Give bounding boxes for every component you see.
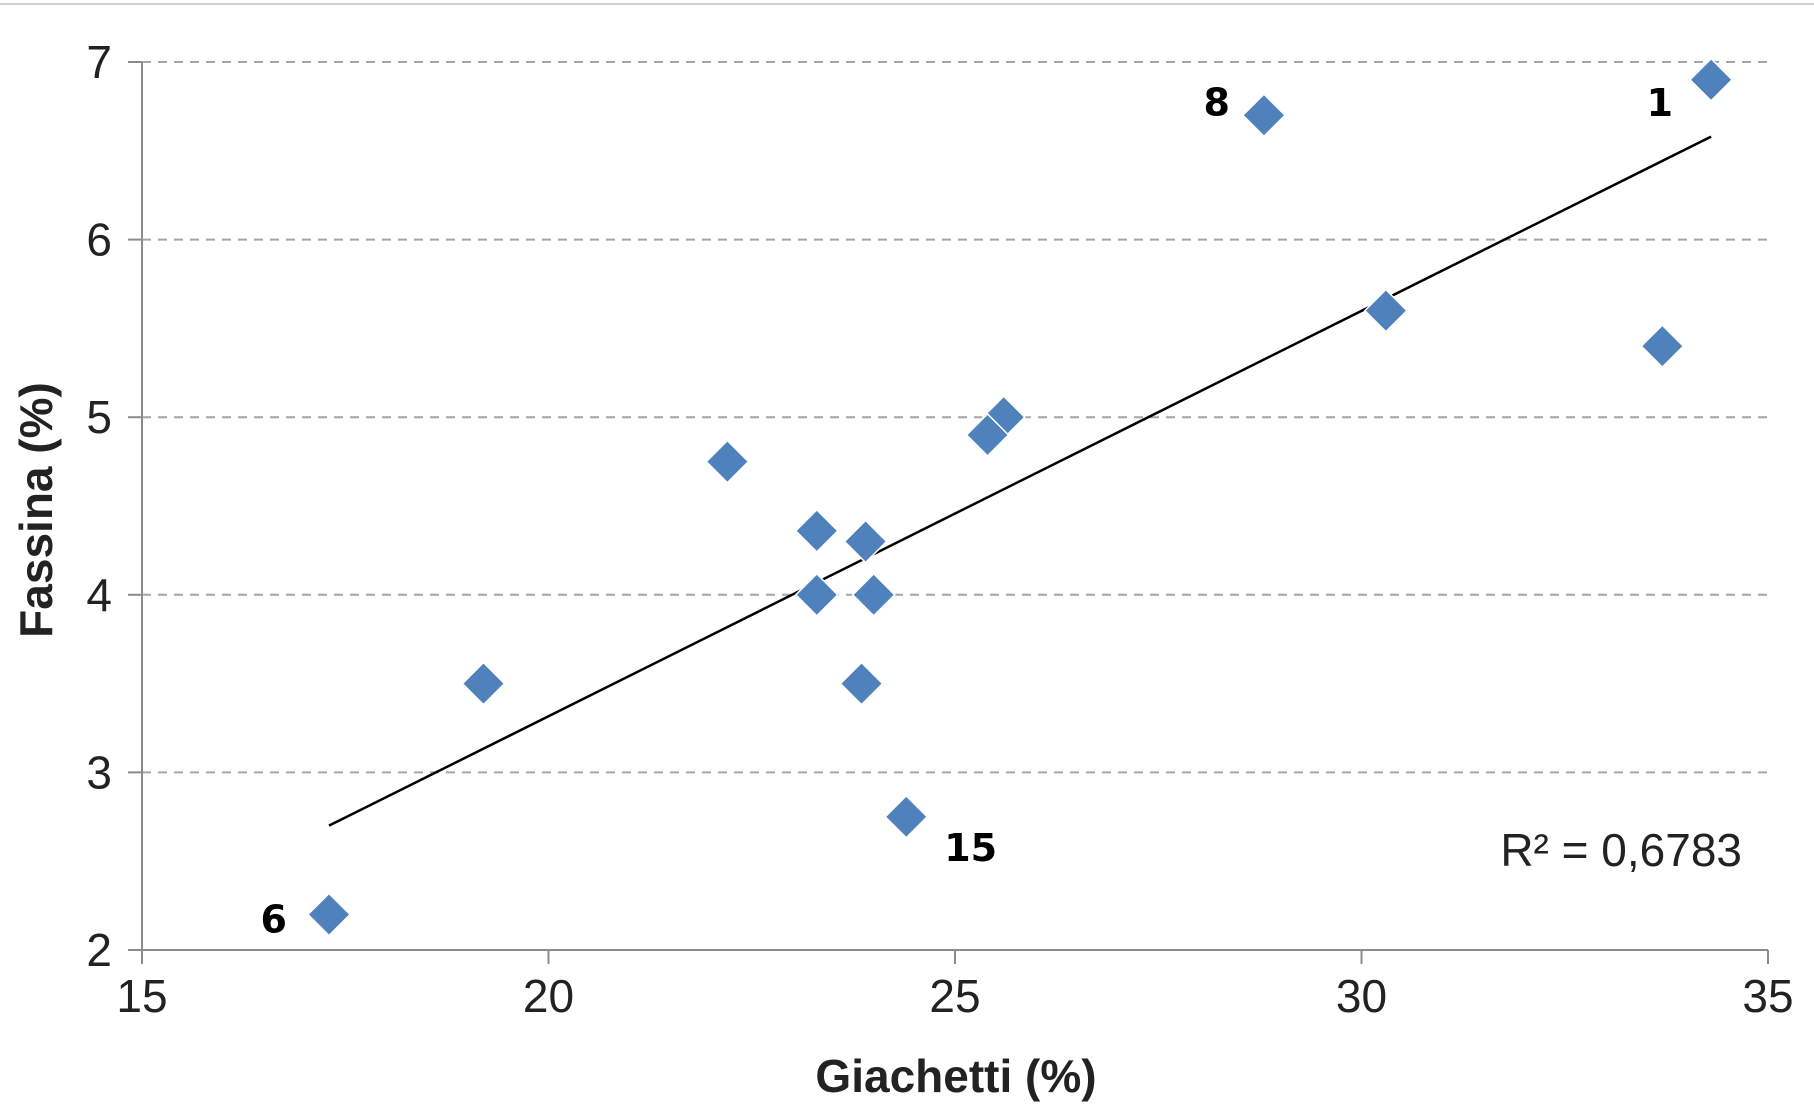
y-tick-label-2: 2 <box>86 924 112 976</box>
data-points <box>306 57 1734 937</box>
point-label-15: 15 <box>944 826 997 870</box>
data-point-15 <box>306 892 352 937</box>
y-tick-label-3: 3 <box>86 746 112 798</box>
x-tick-label-25: 25 <box>929 970 980 1022</box>
x-axis-title: Giachetti (%) <box>815 1050 1096 1102</box>
data-point-6 <box>965 412 1010 458</box>
data-point-11 <box>851 572 896 617</box>
data-point-1 <box>1689 57 1734 102</box>
point-label-6: 6 <box>261 897 287 941</box>
gridlines <box>142 61 1768 774</box>
x-tick-label-15: 15 <box>116 970 167 1022</box>
x-tick-label-30: 30 <box>1336 970 1387 1022</box>
x-tick-label-20: 20 <box>523 970 574 1022</box>
data-point-7 <box>705 439 750 484</box>
trendline-layer <box>328 135 1712 827</box>
data-point-12 <box>461 661 506 706</box>
y-tick-label-6: 6 <box>86 214 112 266</box>
point-label-8: 8 <box>1203 80 1229 124</box>
data-point-10 <box>794 572 839 617</box>
y-tick-label-7: 7 <box>86 36 112 88</box>
point-labels: 1 8 15 6 <box>261 80 1674 941</box>
r-squared-label: R² = 0,6783 <box>1500 824 1742 876</box>
y-tick-label-5: 5 <box>86 391 112 443</box>
data-point-9 <box>843 519 888 564</box>
trendline <box>328 135 1712 827</box>
data-point-14 <box>884 794 929 839</box>
y-axis-title: Fassina (%) <box>10 382 62 638</box>
x-tick-label-35: 35 <box>1742 970 1793 1022</box>
data-point-13 <box>839 661 884 706</box>
data-point-3 <box>1363 288 1408 333</box>
data-point-8 <box>794 508 839 553</box>
y-tick-label-4: 4 <box>86 569 112 621</box>
point-label-1: 1 <box>1647 81 1673 125</box>
data-point-2 <box>1241 93 1287 138</box>
axes: 2 3 4 5 6 7 15 20 25 30 35 <box>86 36 1793 1022</box>
data-point-4 <box>1640 324 1685 369</box>
